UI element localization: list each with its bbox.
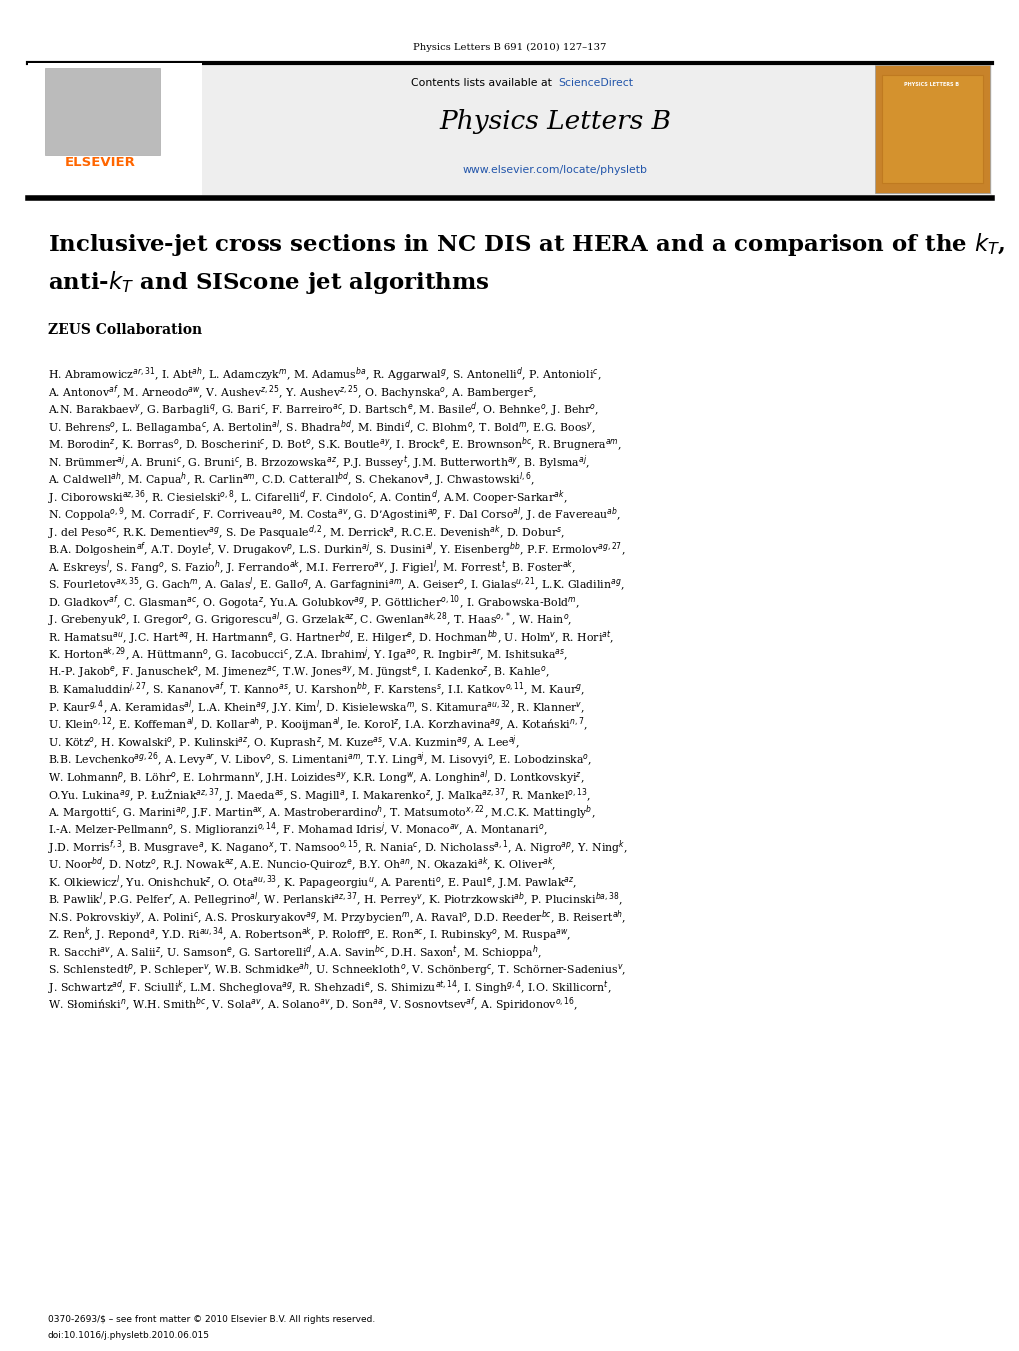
Text: U. Klein$^{o,12}$, E. Koffeman$^{al}$, D. Kollar$^{ah}$, P. Kooijman$^{al}$, Ie.: U. Klein$^{o,12}$, E. Koffeman$^{al}$, D… bbox=[48, 716, 587, 735]
Bar bbox=[874, 65, 989, 193]
Bar bbox=[881, 76, 982, 182]
Text: B.A. Dolgoshein$^{af}$, A.T. Doyle$^{t}$, V. Drugakov$^{p}$, L.S. Durkin$^{aj}$,: B.A. Dolgoshein$^{af}$, A.T. Doyle$^{t}$… bbox=[48, 540, 625, 559]
Text: W. Lohmann$^{p}$, B. Löhr$^{o}$, E. Lohrmann$^{v}$, J.H. Loizides$^{ay}$, K.R. L: W. Lohmann$^{p}$, B. Löhr$^{o}$, E. Lohr… bbox=[48, 769, 584, 786]
Text: B. Kamaluddin$^{j,27}$, S. Kananov$^{af}$, T. Kanno$^{as}$, U. Karshon$^{bb}$, F: B. Kamaluddin$^{j,27}$, S. Kananov$^{af}… bbox=[48, 681, 585, 698]
Bar bbox=[45, 68, 160, 155]
Text: B.B. Levchenko$^{ag,26}$, A. Levy$^{ar}$, V. Libov$^{o}$, S. Limentani$^{am}$, T: B.B. Levchenko$^{ag,26}$, A. Levy$^{ar}$… bbox=[48, 751, 592, 769]
Text: J.D. Morris$^{f,3}$, B. Musgrave$^{a}$, K. Nagano$^{x}$, T. Namsoo$^{o,15}$, R. : J.D. Morris$^{f,3}$, B. Musgrave$^{a}$, … bbox=[48, 838, 628, 857]
Text: K. Horton$^{ak,29}$, A. Hüttmann$^{o}$, G. Iacobucci$^{c}$, Z.A. Ibrahim$^{j}$, : K. Horton$^{ak,29}$, A. Hüttmann$^{o}$, … bbox=[48, 646, 568, 665]
Bar bbox=[28, 63, 991, 195]
Text: J. Ciborowski$^{az,36}$, R. Ciesielski$^{o,8}$, L. Cifarelli$^{d}$, F. Cindolo$^: J. Ciborowski$^{az,36}$, R. Ciesielski$^… bbox=[48, 488, 567, 507]
Text: H.-P. Jakob$^{e}$, F. Januschek$^{o}$, M. Jimenez$^{ac}$, T.W. Jones$^{ay}$, M. : H.-P. Jakob$^{e}$, F. Januschek$^{o}$, M… bbox=[48, 665, 549, 681]
Text: Physics Letters B 691 (2010) 127–137: Physics Letters B 691 (2010) 127–137 bbox=[413, 42, 606, 51]
Text: P. Kaur$^{g,4}$, A. Keramidas$^{al}$, L.A. Khein$^{ag}$, J.Y. Kim$^{l}$, D. Kisi: P. Kaur$^{g,4}$, A. Keramidas$^{al}$, L.… bbox=[48, 698, 585, 717]
Text: 0370-2693/$ – see front matter © 2010 Elsevier B.V. All rights reserved.: 0370-2693/$ – see front matter © 2010 El… bbox=[48, 1316, 375, 1324]
Text: www.elsevier.com/locate/physletb: www.elsevier.com/locate/physletb bbox=[462, 165, 647, 176]
Text: Physics Letters B: Physics Letters B bbox=[438, 109, 671, 135]
Text: N.S. Pokrovskiy$^{y}$, A. Polini$^{c}$, A.S. Proskuryakov$^{ag}$, M. Przybycien$: N.S. Pokrovskiy$^{y}$, A. Polini$^{c}$, … bbox=[48, 908, 626, 927]
Text: A. Caldwell$^{ah}$, M. Capua$^{h}$, R. Carlin$^{am}$, C.D. Catterall$^{bd}$, S. : A. Caldwell$^{ah}$, M. Capua$^{h}$, R. C… bbox=[48, 470, 534, 489]
Text: B. Pawlik$^{l}$, P.G. Pelfer$^{r}$, A. Pellegrino$^{al}$, W. Perlanski$^{az,37}$: B. Pawlik$^{l}$, P.G. Pelfer$^{r}$, A. P… bbox=[48, 890, 623, 909]
Bar bbox=[28, 63, 202, 195]
Text: H. Abramowicz$^{ar,31}$, I. Abt$^{ah}$, L. Adamczyk$^{m}$, M. Adamus$^{ba}$, R. : H. Abramowicz$^{ar,31}$, I. Abt$^{ah}$, … bbox=[48, 366, 601, 384]
Text: I.-A. Melzer-Pellmann$^{o}$, S. Miglioranzi$^{o,14}$, F. Mohamad Idris$^{j}$, V.: I.-A. Melzer-Pellmann$^{o}$, S. Migliora… bbox=[48, 820, 547, 839]
Text: A. Eskreys$^{l}$, S. Fang$^{o}$, S. Fazio$^{h}$, J. Ferrando$^{ak}$, M.I. Ferrer: A. Eskreys$^{l}$, S. Fang$^{o}$, S. Fazi… bbox=[48, 558, 576, 577]
Text: N. Brümmer$^{aj}$, A. Bruni$^{c}$, G. Bruni$^{c}$, B. Brzozowska$^{az}$, P.J. Bu: N. Brümmer$^{aj}$, A. Bruni$^{c}$, G. Br… bbox=[48, 453, 589, 471]
Text: ScienceDirect: ScienceDirect bbox=[557, 78, 633, 88]
Text: Contents lists available at: Contents lists available at bbox=[411, 78, 554, 88]
Text: PHYSICS LETTERS B: PHYSICS LETTERS B bbox=[904, 82, 959, 88]
Text: R. Sacchi$^{av}$, A. Salii$^{z}$, U. Samson$^{e}$, G. Sartorelli$^{d}$, A.A. Sav: R. Sacchi$^{av}$, A. Salii$^{z}$, U. Sam… bbox=[48, 943, 541, 962]
Text: D. Gladkov$^{af}$, C. Glasman$^{ac}$, O. Gogota$^{z}$, Yu.A. Golubkov$^{ag}$, P.: D. Gladkov$^{af}$, C. Glasman$^{ac}$, O.… bbox=[48, 593, 580, 612]
Text: W. Słomiński$^{n}$, W.H. Smith$^{bc}$, V. Sola$^{av}$, A. Solano$^{av}$, D. Son$: W. Słomiński$^{n}$, W.H. Smith$^{bc}$, V… bbox=[48, 996, 578, 1015]
Text: ZEUS Collaboration: ZEUS Collaboration bbox=[48, 323, 202, 336]
Text: J. Schwartz$^{ad}$, F. Sciulli$^{k}$, L.M. Shcheglova$^{ag}$, R. Shehzadi$^{e}$,: J. Schwartz$^{ad}$, F. Sciulli$^{k}$, L.… bbox=[48, 978, 611, 997]
Text: K. Olkiewicz$^{l}$, Yu. Onishchuk$^{z}$, O. Ota$^{au,33}$, K. Papageorgiu$^{u}$,: K. Olkiewicz$^{l}$, Yu. Onishchuk$^{z}$,… bbox=[48, 873, 577, 892]
Text: U. Noor$^{bd}$, D. Notz$^{o}$, R.J. Nowak$^{az}$, A.E. Nuncio-Quiroz$^{e}$, B.Y.: U. Noor$^{bd}$, D. Notz$^{o}$, R.J. Nowa… bbox=[48, 855, 555, 874]
Text: A. Margotti$^{c}$, G. Marini$^{ap}$, J.F. Martin$^{ax}$, A. Mastroberardino$^{h}: A. Margotti$^{c}$, G. Marini$^{ap}$, J.F… bbox=[48, 804, 595, 821]
Text: J. Grebenyuk$^{o}$, I. Gregor$^{o}$, G. Grigorescu$^{al}$, G. Grzelak$^{az}$, C.: J. Grebenyuk$^{o}$, I. Gregor$^{o}$, G. … bbox=[48, 611, 572, 630]
Text: doi:10.1016/j.physletb.2010.06.015: doi:10.1016/j.physletb.2010.06.015 bbox=[48, 1332, 210, 1340]
Text: M. Borodin$^{z}$, K. Borras$^{o}$, D. Boscherini$^{c}$, D. Bot$^{o}$, S.K. Boutl: M. Borodin$^{z}$, K. Borras$^{o}$, D. Bo… bbox=[48, 436, 622, 454]
Text: O.Yu. Lukina$^{ag}$, P. ŁuŻniak$^{az,37}$, J. Maeda$^{as}$, S. Magill$^{a}$, I. : O.Yu. Lukina$^{ag}$, P. ŁuŻniak$^{az,37}… bbox=[48, 786, 590, 804]
Text: N. Coppola$^{o,9}$, M. Corradi$^{c}$, F. Corriveau$^{ao}$, M. Costa$^{av}$, G. D: N. Coppola$^{o,9}$, M. Corradi$^{c}$, F.… bbox=[48, 505, 621, 524]
Text: A.N. Barakbaev$^{y}$, G. Barbagli$^{q}$, G. Bari$^{c}$, F. Barreiro$^{ac}$, D. B: A.N. Barakbaev$^{y}$, G. Barbagli$^{q}$,… bbox=[48, 401, 598, 419]
Text: anti-$k_T$ and SIScone jet algorithms: anti-$k_T$ and SIScone jet algorithms bbox=[48, 269, 489, 296]
Text: R. Hamatsu$^{au}$, J.C. Hart$^{aq}$, H. Hartmann$^{e}$, G. Hartner$^{bd}$, E. Hi: R. Hamatsu$^{au}$, J.C. Hart$^{aq}$, H. … bbox=[48, 628, 613, 647]
Text: U. Behrens$^{o}$, L. Bellagamba$^{c}$, A. Bertolin$^{al}$, S. Bhadra$^{bd}$, M. : U. Behrens$^{o}$, L. Bellagamba$^{c}$, A… bbox=[48, 419, 595, 436]
Text: J. del Peso$^{ac}$, R.K. Dementiev$^{ag}$, S. De Pasquale$^{d,2}$, M. Derrick$^{: J. del Peso$^{ac}$, R.K. Dementiev$^{ag}… bbox=[48, 523, 565, 542]
Text: S. Fourletov$^{ax,35}$, G. Gach$^{m}$, A. Galas$^{l}$, E. Gallo$^{q}$, A. Garfag: S. Fourletov$^{ax,35}$, G. Gach$^{m}$, A… bbox=[48, 576, 624, 594]
Text: Z. Ren$^{k}$, J. Repond$^{a}$, Y.D. Ri$^{au,34}$, A. Robertson$^{ak}$, P. Roloff: Z. Ren$^{k}$, J. Repond$^{a}$, Y.D. Ri$^… bbox=[48, 925, 571, 944]
Text: Inclusive-jet cross sections in NC DIS at HERA and a comparison of the $k_T$,: Inclusive-jet cross sections in NC DIS a… bbox=[48, 231, 1005, 258]
Text: A. Antonov$^{af}$, M. Arneodo$^{aw}$, V. Aushev$^{z,25}$, Y. Aushev$^{z,25}$, O.: A. Antonov$^{af}$, M. Arneodo$^{aw}$, V.… bbox=[48, 384, 537, 401]
Text: U. Kötz$^{o}$, H. Kowalski$^{o}$, P. Kulinski$^{az}$, O. Kuprash$^{z}$, M. Kuze$: U. Kötz$^{o}$, H. Kowalski$^{o}$, P. Kul… bbox=[48, 734, 519, 751]
Text: ELSEVIER: ELSEVIER bbox=[64, 155, 136, 169]
Text: S. Schlenstedt$^{p}$, P. Schleper$^{v}$, W.B. Schmidke$^{ah}$, U. Schneekloth$^{: S. Schlenstedt$^{p}$, P. Schleper$^{v}$,… bbox=[48, 961, 626, 979]
